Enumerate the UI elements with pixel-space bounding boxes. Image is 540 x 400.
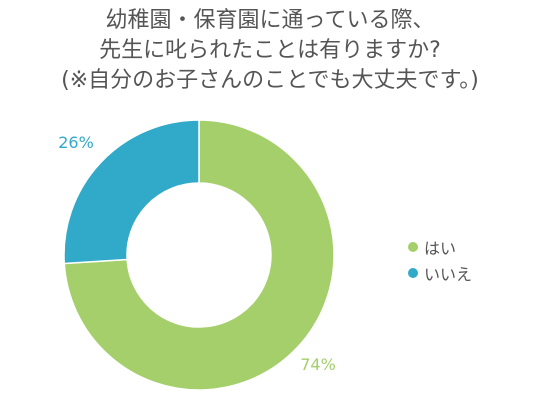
chart-title-line-2: 先生に叱られたことは有りますか? <box>99 38 441 63</box>
legend-label-yes: はい <box>424 239 457 258</box>
legend-item-yes: はい <box>408 234 472 260</box>
slice-1 <box>63 119 200 265</box>
slice-label-1: 26% <box>58 133 94 152</box>
chart-title-line-3: (※自分のお子さんのことでも大丈夫です。) <box>61 68 479 93</box>
legend-swatch-yes <box>408 242 418 252</box>
slice-label-0: 74% <box>300 355 336 374</box>
legend-swatch-no <box>408 268 418 278</box>
chart-title: 幼稚園・保育園に通っている際、 先生に叱られたことは有りますか? (※自分のお子… <box>0 6 540 96</box>
slice-0 <box>63 119 335 391</box>
legend-label-no: いいえ <box>424 265 473 284</box>
chart-title-line-1: 幼稚園・保育園に通っている際、 <box>105 8 435 33</box>
chart-legend: はい いいえ <box>408 234 472 286</box>
legend-item-no: いいえ <box>408 260 472 286</box>
